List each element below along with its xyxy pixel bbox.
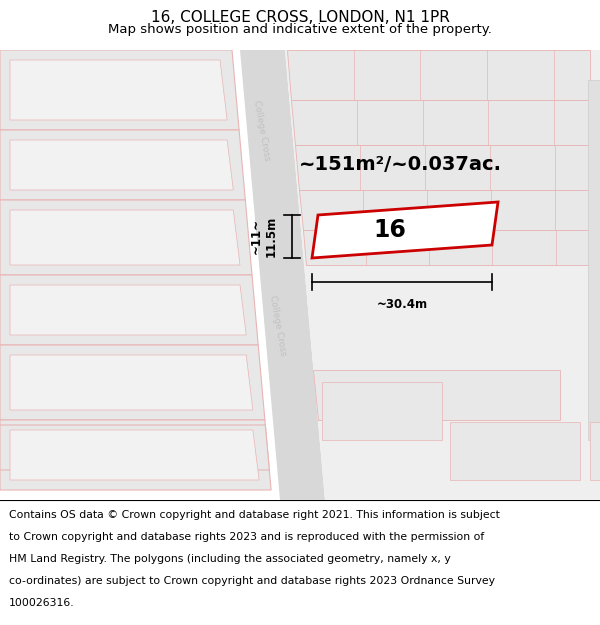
Polygon shape bbox=[10, 355, 253, 410]
Bar bbox=[449, 422, 580, 480]
Polygon shape bbox=[312, 202, 498, 258]
Polygon shape bbox=[287, 50, 590, 100]
Bar bbox=[322, 382, 442, 440]
Bar bbox=[590, 422, 600, 480]
Polygon shape bbox=[295, 145, 590, 190]
Text: ~30.4m: ~30.4m bbox=[376, 298, 428, 311]
Polygon shape bbox=[292, 100, 590, 145]
Polygon shape bbox=[303, 230, 590, 265]
Text: Map shows position and indicative extent of the property.: Map shows position and indicative extent… bbox=[108, 23, 492, 36]
Polygon shape bbox=[0, 50, 239, 130]
Polygon shape bbox=[10, 60, 227, 120]
Text: Contains OS data © Crown copyright and database right 2021. This information is : Contains OS data © Crown copyright and d… bbox=[9, 510, 500, 520]
Polygon shape bbox=[10, 430, 259, 480]
Text: ~11~
11.5m: ~11~ 11.5m bbox=[250, 216, 278, 257]
Polygon shape bbox=[285, 50, 600, 500]
Polygon shape bbox=[10, 285, 246, 335]
Polygon shape bbox=[0, 275, 258, 345]
Text: 16: 16 bbox=[374, 218, 406, 242]
Polygon shape bbox=[299, 190, 590, 230]
Text: co-ordinates) are subject to Crown copyright and database rights 2023 Ordnance S: co-ordinates) are subject to Crown copyr… bbox=[9, 576, 495, 586]
Polygon shape bbox=[0, 200, 252, 275]
Polygon shape bbox=[0, 130, 245, 200]
Text: College Cross: College Cross bbox=[268, 294, 288, 356]
Bar bbox=[588, 80, 600, 440]
Text: to Crown copyright and database rights 2023 and is reproduced with the permissio: to Crown copyright and database rights 2… bbox=[9, 532, 484, 542]
Text: ~151m²/~0.037ac.: ~151m²/~0.037ac. bbox=[299, 156, 502, 174]
Text: 16, COLLEGE CROSS, LONDON, N1 1PR: 16, COLLEGE CROSS, LONDON, N1 1PR bbox=[151, 10, 449, 25]
Text: College Cross: College Cross bbox=[252, 99, 272, 161]
Text: 100026316.: 100026316. bbox=[9, 598, 74, 608]
Polygon shape bbox=[0, 420, 271, 490]
Polygon shape bbox=[313, 370, 560, 420]
Polygon shape bbox=[10, 210, 240, 265]
Polygon shape bbox=[10, 140, 233, 190]
Polygon shape bbox=[0, 345, 265, 420]
Polygon shape bbox=[240, 50, 325, 500]
Polygon shape bbox=[0, 425, 269, 470]
Text: HM Land Registry. The polygons (including the associated geometry, namely x, y: HM Land Registry. The polygons (includin… bbox=[9, 554, 451, 564]
